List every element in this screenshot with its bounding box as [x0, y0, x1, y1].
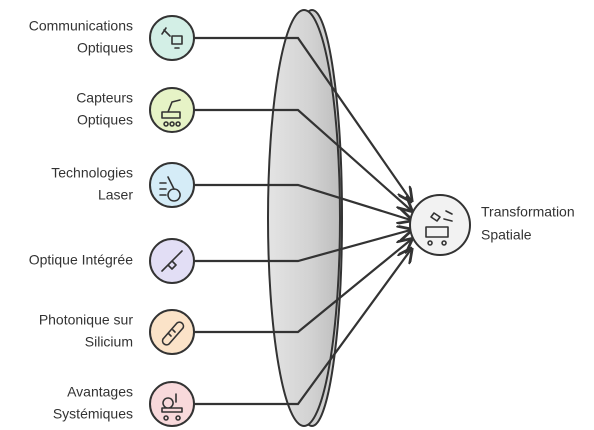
node-label: Capteurs — [76, 90, 133, 106]
node-label: Communications — [29, 18, 133, 34]
target-label: Transformation — [481, 204, 575, 220]
node-circle — [150, 382, 194, 426]
node-label: Laser — [98, 187, 133, 203]
node-label: Avantages — [67, 384, 133, 400]
target-circle — [410, 195, 470, 255]
node-label: Technologies — [51, 165, 133, 181]
target-label: Spatiale — [481, 227, 532, 243]
node-circle — [150, 310, 194, 354]
diagram: Communications Optiques Capteurs Optiques Te… — [0, 0, 594, 430]
node-label: Systémiques — [53, 406, 133, 422]
node-label: Optiques — [77, 112, 133, 128]
node-label: Optique Intégrée — [29, 252, 134, 268]
node-label: Optiques — [77, 40, 133, 56]
node-label: Photonique sur — [39, 312, 134, 328]
node-label: Silicium — [85, 334, 133, 350]
lens — [268, 10, 342, 426]
